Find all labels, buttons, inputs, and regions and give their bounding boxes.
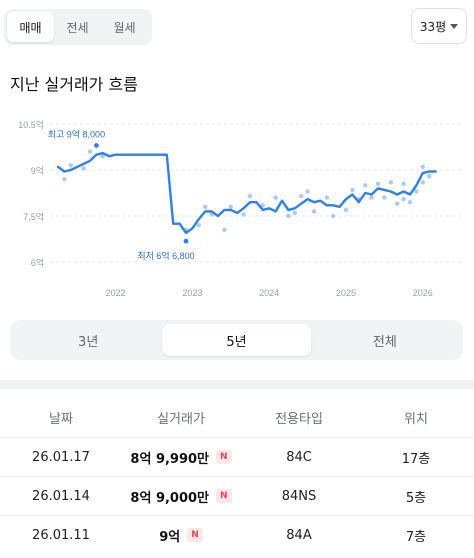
min-price-label: 최저 6억 6,800 (137, 250, 194, 261)
scatter-point (395, 201, 400, 206)
scatter-point (241, 212, 246, 217)
row-price-cell: 9억 N (122, 526, 240, 545)
price-line (56, 151, 437, 235)
scatter-point (62, 177, 67, 182)
new-badge: N (216, 489, 232, 503)
y-tick-label: 10.5억 (18, 119, 44, 130)
row-type: 84A (286, 527, 312, 543)
row-type: 84NS (281, 488, 317, 504)
header-floor: 위치 (404, 412, 428, 427)
x-tick-label: 2026 (413, 288, 433, 298)
y-tick-label: 9억 (31, 165, 44, 176)
y-tick-label: 6억 (31, 257, 44, 268)
caret-down-icon (450, 23, 459, 29)
scatter-point (299, 193, 304, 199)
period-5y[interactable]: 5년 (162, 324, 311, 356)
scatter-point (324, 195, 329, 200)
max-price-label: 최고 9억 8,000 (48, 128, 105, 139)
scatter-point (87, 149, 93, 154)
scatter-point (401, 196, 406, 202)
scatter-point (375, 181, 381, 186)
row-floor: 7층 (405, 529, 427, 545)
scatter-point (401, 181, 406, 186)
area-select[interactable]: 33평 (411, 8, 467, 44)
scatter-point (388, 180, 393, 185)
transactions-table: 날짜 실거래가 전용타입 위치 26.01.17 8억 9,990만 N 84C… (0, 398, 474, 554)
annotation-point (94, 143, 99, 148)
section-divider (0, 380, 474, 389)
header-date: 날짜 (49, 412, 73, 427)
scatter-point (305, 189, 310, 194)
annotation-point (183, 238, 189, 244)
scatter-point (311, 209, 317, 214)
price-history-chart: 10.5억 9억 7.5억 6억 2022 2023 2024 2025 2026 최고 9억… (18, 119, 462, 298)
y-tick-label: 7.5억 (23, 211, 44, 222)
row-date: 26.01.11 (32, 527, 90, 543)
scatter-point (292, 210, 297, 216)
scatter-point (420, 180, 425, 185)
x-tick-label: 2025 (336, 288, 356, 298)
x-tick-label: 2024 (259, 288, 279, 298)
scatter-point (427, 173, 432, 179)
header-type: 전용타입 (275, 412, 323, 427)
scatter-point (222, 227, 227, 232)
new-badge: N (216, 450, 232, 464)
table-row[interactable]: 26.01.11 9억 N 84A 7층 (0, 515, 474, 554)
new-badge: N (187, 528, 203, 542)
row-date: 26.01.14 (32, 488, 90, 504)
scatter-point (343, 207, 349, 213)
row-price-cell: 8억 9,000만 N (122, 487, 240, 506)
tab-monthly-rent[interactable]: 월세 (113, 20, 136, 35)
scatter-point (100, 154, 106, 159)
period-all[interactable]: 전체 (372, 334, 397, 350)
row-floor: 5층 (405, 490, 427, 506)
period-3y[interactable]: 3년 (78, 334, 99, 350)
row-floor: 17층 (401, 451, 431, 467)
scatter-point (68, 163, 74, 168)
tab-jeonse[interactable]: 전세 (66, 20, 89, 35)
scatter-point (407, 200, 413, 205)
scatter-point (286, 213, 291, 219)
scatter-point (273, 195, 278, 200)
scatter-point (350, 187, 355, 193)
x-tick-label: 2023 (182, 288, 202, 298)
row-type: 84C (286, 449, 312, 465)
scatter-point (81, 166, 86, 171)
table-row[interactable]: 26.01.17 8억 9,990만 N 84C 17층 (0, 437, 474, 476)
row-price: 9억 (159, 529, 181, 545)
area-select-value: 33평 (419, 19, 447, 34)
scatter-point (247, 193, 253, 199)
scatter-point (382, 195, 387, 200)
section-title: 지난 실거래가 흐름 (10, 75, 138, 94)
scatter-point (369, 195, 374, 200)
scatter-point (420, 164, 425, 170)
tab-sale[interactable]: 매매 (7, 12, 54, 42)
scatter-point (260, 203, 265, 208)
deal-type-tabs: 매매 전세 월세 (4, 9, 152, 45)
scatter-point (228, 204, 233, 209)
scatter-point (414, 189, 419, 194)
row-price-cell: 8억 9,990만 N (122, 448, 240, 467)
scatter-point (331, 213, 336, 219)
x-tick-label: 2022 (106, 288, 126, 298)
table-row[interactable]: 26.01.14 8억 9,000만 N 84NS 5층 (0, 476, 474, 515)
period-selector: 3년 5년 전체 (10, 320, 463, 360)
table-header: 날짜 실거래가 전용타입 위치 (0, 398, 474, 437)
scatter-point (203, 204, 208, 209)
scatter-point (196, 223, 201, 228)
row-price: 8억 9,000만 (130, 490, 210, 506)
scatter-point (363, 183, 368, 188)
row-date: 26.01.17 (32, 449, 90, 465)
row-price: 8억 9,990만 (130, 451, 210, 467)
header-price: 실거래가 (157, 412, 205, 427)
